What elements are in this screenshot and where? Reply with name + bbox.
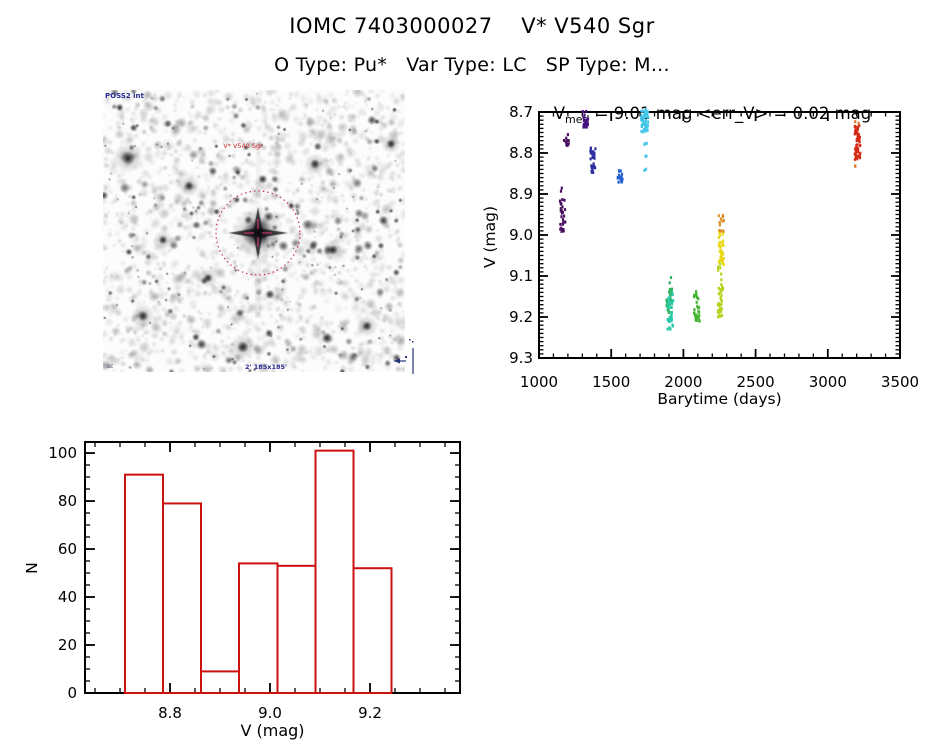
histogram-y-axis-label: N xyxy=(23,562,41,574)
svg-text:2000: 2000 xyxy=(664,373,702,391)
svg-text:9.3: 9.3 xyxy=(509,349,533,367)
lightcurve-plot: 1000 1500 2000 2500 3000 3500 8.7 8.8 8.9 9.0 9.1 9… xyxy=(509,103,919,391)
page-title: IOMC 7403000027 V* V540 Sgr xyxy=(289,14,655,38)
svg-text:60: 60 xyxy=(58,540,77,558)
svg-text:1500: 1500 xyxy=(592,373,630,391)
svg-text:20: 20 xyxy=(58,636,77,654)
star-field-image xyxy=(103,90,405,372)
svg-text:8.8: 8.8 xyxy=(158,704,182,722)
corner-label: .sc xyxy=(105,363,113,370)
histogram-plot: 8.8 9.0 9.2 0 20 40 60 80 100 xyxy=(48,441,461,722)
svg-text:0: 0 xyxy=(67,684,77,702)
svg-text:2500: 2500 xyxy=(737,373,775,391)
svg-text:1000: 1000 xyxy=(520,373,558,391)
finding-chart: POSS2 int V* V540 Sgr 2' 185x185' .sc xyxy=(103,90,423,390)
svg-text:9.0: 9.0 xyxy=(509,226,533,244)
chart-footer-label: 2' 185x185' xyxy=(245,363,287,371)
svg-text:8.7: 8.7 xyxy=(509,103,533,121)
svg-text:9.2: 9.2 xyxy=(358,704,382,722)
svg-text:100: 100 xyxy=(48,444,77,462)
svg-text:80: 80 xyxy=(58,492,77,510)
svg-text:9.1: 9.1 xyxy=(509,267,533,285)
svg-text:3500: 3500 xyxy=(881,373,919,391)
svg-text:40: 40 xyxy=(58,588,77,606)
lightcurve-x-axis-label: Barytime (days) xyxy=(657,390,782,408)
finding-chart-overlay: POSS2 int V* V540 Sgr 2' 185x185' .sc xyxy=(105,92,414,374)
lightcurve-y-axis-label: V (mag) xyxy=(481,205,499,269)
svg-text:8.9: 8.9 xyxy=(509,185,533,203)
lightcurve-title-rest: = 9.01 mag <err_V> = 0.02 mag xyxy=(589,104,872,123)
target-crosshair xyxy=(244,219,272,247)
target-label: V* V540 Sgr xyxy=(223,142,263,150)
target-circle-marker xyxy=(215,190,301,276)
svg-text:8.8: 8.8 xyxy=(509,144,533,162)
svg-text:9.2: 9.2 xyxy=(509,308,533,326)
compass-icon xyxy=(394,339,414,374)
lightcurve-title-prefix: V xyxy=(553,104,566,123)
svg-text:9.0: 9.0 xyxy=(258,704,282,722)
page-subtitle: O Type: Pu* Var Type: LC SP Type: M... xyxy=(274,54,670,76)
histogram-x-axis-label: V (mag) xyxy=(240,721,305,740)
svg-text:3000: 3000 xyxy=(809,373,847,391)
survey-label: POSS2 int xyxy=(105,92,145,100)
